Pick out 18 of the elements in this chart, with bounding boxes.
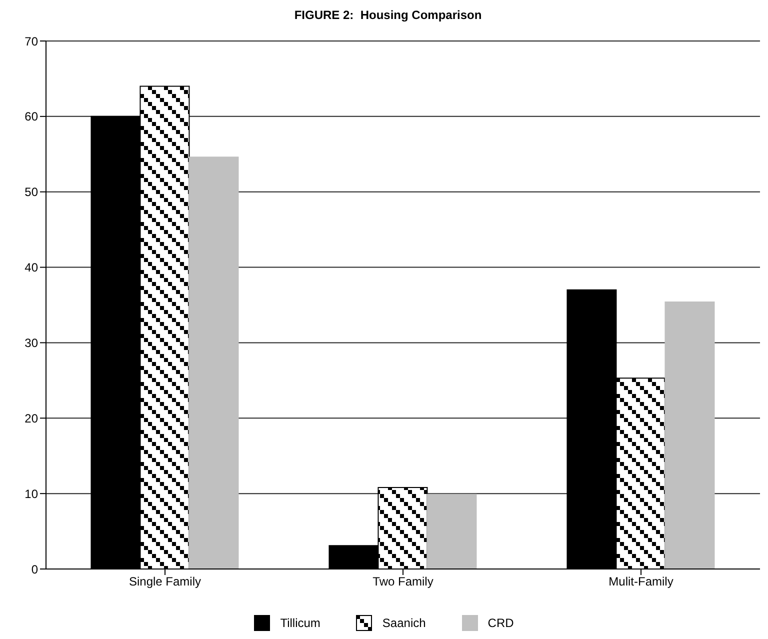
y-tick-label: 50 [24, 185, 38, 200]
x-tick-label: Two Family [372, 574, 434, 589]
legend-label: Saanich [382, 616, 426, 630]
y-tick-label: 40 [24, 260, 38, 275]
y-tick-label: 10 [24, 486, 38, 501]
y-tick-label: 0 [31, 562, 38, 576]
x-tick-label: Single Family [128, 574, 202, 589]
y-tick-label: 20 [24, 411, 38, 426]
legend-label: CRD [488, 616, 514, 630]
bar [188, 156, 239, 569]
bar [664, 301, 715, 569]
y-tick-label: 30 [24, 336, 38, 350]
y-tick-label: 60 [24, 110, 38, 124]
bar [426, 494, 477, 569]
x-tick-label: Mulit-Family [608, 574, 674, 589]
legend-label: Tillicum [280, 616, 320, 630]
y-tick-label: 70 [24, 34, 38, 48]
chart-title: FIGURE 2: Housing Comparison [293, 8, 483, 24]
